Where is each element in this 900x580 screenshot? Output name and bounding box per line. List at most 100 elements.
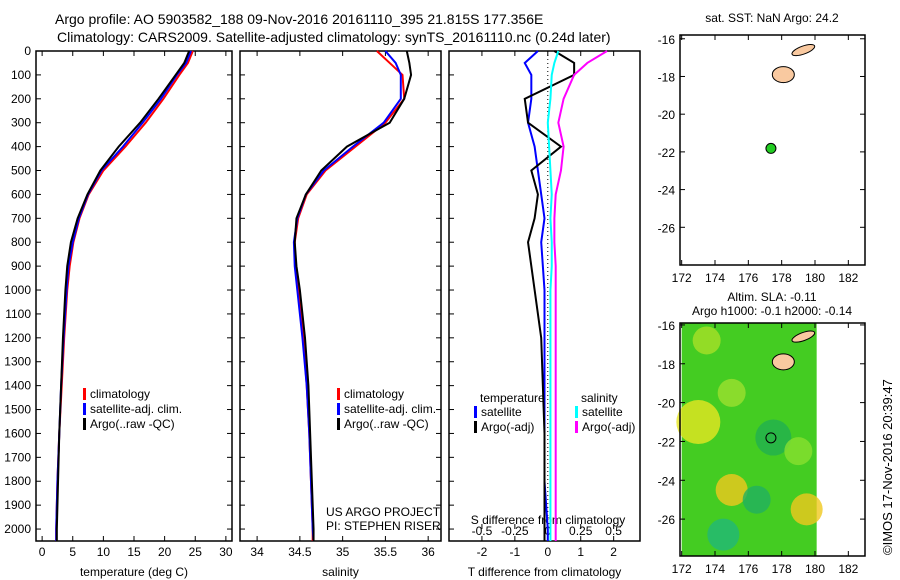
sst-map-lat-tick-label: -18 [658, 70, 676, 84]
sla-map-sla-blob [790, 493, 823, 526]
depth-tick-label: 1500 [4, 403, 31, 417]
depth-tick-label: 1600 [4, 426, 31, 440]
legend-swatch [474, 406, 477, 418]
sst-map-lon-tick-label: 172 [672, 271, 692, 285]
sla-map-sla-blob [742, 485, 771, 514]
sla-map-lon-tick-label: 172 [672, 562, 692, 576]
credit: ©IMOS 17-Nov-2016 20:39:47 [880, 379, 895, 555]
sla-map-viti-levu-island [771, 353, 795, 371]
sla-map-lon-tick-label: 180 [805, 562, 825, 576]
s-diff-tick-label: 0.25 [569, 524, 593, 538]
depth-tick-label: 1000 [4, 283, 31, 297]
difference-line-2 [546, 50, 560, 541]
legend-label: satellite [481, 405, 522, 419]
legend-label: satellite-adj. clim. [90, 402, 182, 416]
sla-map-frame [679, 322, 866, 557]
legend-swatch [575, 406, 578, 418]
title-line-2: Climatology: CARS2009. Satellite-adjuste… [57, 29, 611, 45]
sla-map-lat-tick-label: -26 [658, 513, 676, 527]
difference-line-1 [523, 50, 576, 541]
sla-map-sla-blob [692, 326, 721, 355]
temperature-x-tick-label: 0 [39, 545, 46, 559]
temperature-line-0 [55, 50, 194, 541]
sst-map-lat-tick-label: -26 [658, 221, 676, 235]
depth-tick-label: 1800 [4, 474, 31, 488]
project-label: US ARGO PROJECT [326, 505, 441, 519]
depth-tick-label: 700 [11, 211, 31, 225]
legend-swatch [474, 421, 477, 433]
sst-map-lat-tick-label: -22 [658, 146, 676, 160]
temperature-x-tick-label: 5 [69, 545, 76, 559]
legend-swatch [575, 421, 578, 433]
sla-map-sla-blob [755, 419, 792, 456]
temperature-x-tick-label: 25 [189, 545, 203, 559]
sla-map-lat-tick-label: -16 [658, 319, 676, 333]
legend-swatch [337, 403, 340, 415]
legend-swatch [83, 418, 86, 430]
salinity-x-tick-label: 35 [336, 545, 350, 559]
depth-tick-label: 1200 [4, 331, 31, 345]
depth-tick-label: 0 [24, 44, 31, 58]
salinity-panel-frame [239, 50, 442, 542]
pi-label: PI: STEPHEN RISER [326, 519, 441, 533]
temperature-x-tick-label: 15 [127, 545, 141, 559]
s-diff-tick-label: -0.25 [501, 524, 529, 538]
sla-map-vanua-levu-island [791, 330, 816, 343]
salinity-x-tick-label: 34.5 [288, 545, 312, 559]
s-diff-tick-label: -0.5 [472, 524, 493, 538]
salinity-x-tick-label: 36 [421, 545, 435, 559]
temperature-line-1 [55, 50, 192, 541]
depth-tick-label: 900 [11, 259, 31, 273]
sla-map-title-2: Argo h1000: -0.1 h2000: -0.14 [692, 304, 852, 318]
legend-label: satellite [582, 405, 623, 419]
sla-map-sla-blob [717, 378, 746, 407]
legend-swatch [83, 403, 86, 415]
sla-map-sla-blob [676, 400, 721, 445]
sst-map-lat-tick-label: -16 [658, 33, 676, 47]
difference-line-3 [553, 50, 608, 541]
sla-map-sla-blob [784, 437, 813, 466]
depth-tick-label: 300 [11, 116, 31, 130]
sst-map-vanua-levu-island [791, 44, 816, 57]
temperature-line-2 [55, 50, 191, 541]
sla-map-lat-tick-label: -18 [658, 358, 676, 372]
legend-label: Argo(..raw -QC) [344, 417, 429, 431]
sst-map-lon-tick-label: 180 [805, 271, 825, 285]
depth-tick-label: 1100 [5, 307, 31, 321]
depth-tick-label: 200 [11, 92, 31, 106]
legend-label: climatology [344, 387, 404, 401]
depth-tick-label: 500 [11, 164, 31, 178]
depth-tick-label: 400 [11, 140, 31, 154]
sst-map-lon-tick-label: 178 [772, 271, 792, 285]
legend-label: climatology [90, 387, 150, 401]
temperature-x-tick-label: 20 [158, 545, 172, 559]
sst-map-lon-tick-label: 182 [838, 271, 858, 285]
legend-label: Argo(..raw -QC) [90, 417, 175, 431]
sla-map-title-1: Altim. SLA: -0.11 [727, 290, 816, 304]
temperature-x-tick-label: 30 [219, 545, 233, 559]
legend-label: satellite-adj. clim. [344, 402, 436, 416]
t-diff-x-tick-label: 1 [577, 545, 584, 559]
sla-map-lat-tick-label: -24 [658, 474, 676, 488]
sst-map-lat-tick-label: -20 [658, 108, 676, 122]
sst-map-argo-location-marker [765, 142, 777, 154]
depth-tick-label: 1900 [4, 498, 31, 512]
depth-tick-label: 1700 [4, 450, 31, 464]
t-diff-x-tick-label: -2 [477, 545, 488, 559]
sla-map-lon-tick-label: 182 [838, 562, 858, 576]
legend-header-salinity: salinity [581, 391, 618, 405]
legend-swatch [337, 418, 340, 430]
salinity-line-2 [293, 50, 413, 541]
t-diff-x-tick-label: 0 [544, 545, 551, 559]
legend-label: Argo(-adj) [481, 420, 534, 434]
s-diff-tick-label: 0.5 [605, 524, 622, 538]
sla-map-argo-location-marker [765, 432, 777, 444]
legend-header-temperature: temperature [480, 391, 545, 405]
depth-tick-label: 100 [11, 68, 31, 82]
salinity-x-tick-label: 35.5 [374, 545, 398, 559]
sla-map-sla-blob [707, 518, 740, 551]
t-diff-x-tick-label: 2 [610, 545, 617, 559]
sst-map-lat-tick-label: -24 [658, 184, 676, 198]
